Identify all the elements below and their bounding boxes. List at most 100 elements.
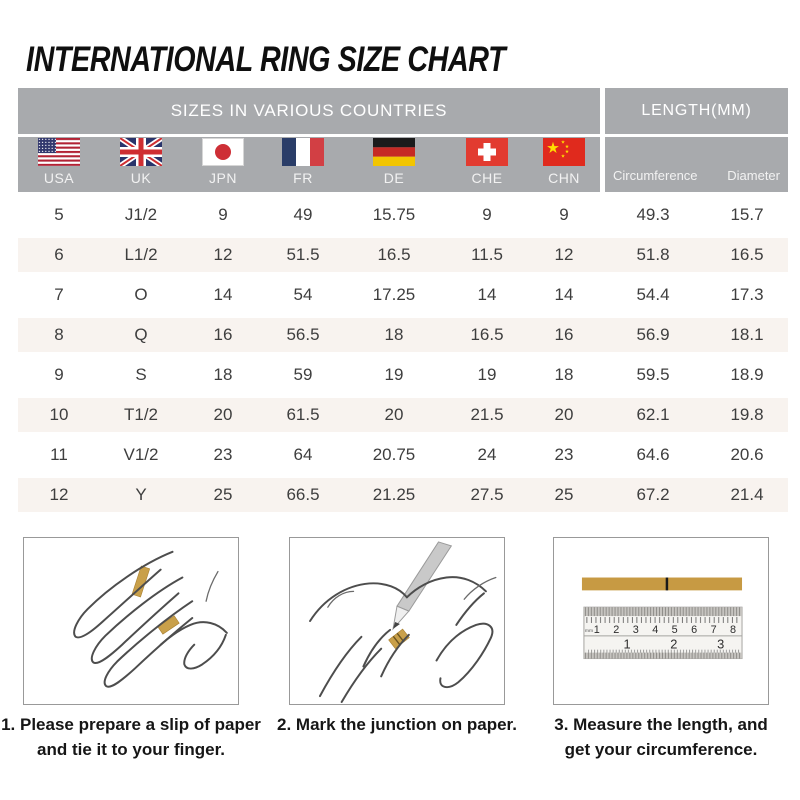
cell: 19.8: [730, 405, 764, 424]
usa-flag-icon: [38, 138, 80, 166]
table-row: 10 T1/2 20 61.5 20 21.5 20 62.1 19.8: [18, 395, 788, 435]
cell: 20: [213, 405, 233, 424]
cell: 20.75: [372, 445, 416, 464]
cell: 17.3: [730, 285, 764, 304]
cell: 9: [54, 365, 64, 384]
diameter-column-header: Diameter: [727, 168, 780, 183]
ruler-cm-scale: 1 2 3: [623, 637, 724, 652]
cell: 23: [213, 445, 233, 464]
cell: 15.7: [730, 205, 764, 224]
cell: 59: [293, 365, 313, 384]
country-code-chn: CHN: [548, 170, 580, 186]
step2-caption-line1: 2. Mark the junction on paper.: [277, 715, 517, 734]
column-chn: CHN: [528, 137, 600, 192]
table-row: 9 S 18 59 19 19 18 59.5 18.9: [18, 355, 788, 395]
column-de: DE: [342, 137, 446, 192]
cell: 25: [554, 485, 574, 504]
cell: S: [135, 365, 147, 384]
cell: 19: [384, 365, 404, 384]
cell: 14: [554, 285, 574, 304]
country-code-uk: UK: [130, 170, 152, 186]
cell: 24: [477, 445, 497, 464]
step3-caption: 3. Measure the length, and get your circ…: [530, 712, 792, 762]
uk-flag-icon: [120, 138, 162, 166]
cell: O: [134, 285, 148, 304]
cell: 21.4: [730, 485, 764, 504]
cell: 21.5: [470, 405, 504, 424]
cell: 56.9: [636, 325, 670, 344]
column-uk: UK: [100, 137, 182, 192]
country-code-de: DE: [383, 170, 405, 186]
china-flag-icon: [543, 138, 585, 166]
table-row: 5 J1/2 9 49 15.75 9 9 49.3 15.7: [18, 195, 788, 235]
cell: 64.6: [636, 445, 670, 464]
cell: 9: [218, 205, 228, 224]
country-code-jpn: JPN: [209, 170, 237, 186]
japan-flag-icon: [202, 138, 244, 166]
step3-caption-line2: get your circumference.: [564, 740, 758, 759]
cell: 12: [49, 485, 69, 504]
ruler-unit-label: mm: [585, 629, 593, 634]
cell: Q: [134, 325, 148, 344]
cell: 20: [384, 405, 404, 424]
cell: 17.25: [372, 285, 416, 304]
table-row: 11 V1/2 23 64 20.75 24 23 64.6 20.6: [18, 435, 788, 475]
cell: 20: [554, 405, 574, 424]
step1-illustration-box: [23, 537, 239, 705]
cell: 49.3: [636, 205, 670, 224]
step3-illustration-box: mm 1 2 3 4 5 6 7 8 1 2 3: [553, 537, 769, 705]
country-code-che: CHE: [471, 170, 503, 186]
cell: 51.8: [636, 245, 670, 264]
column-che: CHE: [446, 137, 528, 192]
column-jpn: JPN: [182, 137, 264, 192]
table-row: 8 Q 16 56.5 18 16.5 16 56.9 18.1: [18, 315, 788, 355]
country-flag-row: USA UK JPN: [18, 137, 600, 192]
header-left-label: SIZES IN VARIOUS COUNTRIES: [170, 101, 448, 120]
cell: 5: [54, 205, 64, 224]
cell: 19: [477, 365, 497, 384]
cell: 21.25: [372, 485, 416, 504]
cell: 15.75: [372, 205, 416, 224]
cell: 66.5: [286, 485, 320, 504]
table-row: 12 Y 25 66.5 21.25 27.5 25 67.2 21.4: [18, 475, 788, 515]
cell: 23: [554, 445, 574, 464]
step1-caption-line2: and tie it to your finger.: [37, 740, 225, 759]
ruler-measurement-illustration: mm 1 2 3 4 5 6 7 8 1 2 3: [581, 577, 743, 660]
hand-with-paper-slip-illustration: [73, 550, 228, 688]
ruler-mm-scale: 1 2 3 4 5 6 7 8: [594, 624, 736, 636]
step1-caption: 1. Please prepare a slip of paper and ti…: [0, 712, 262, 762]
step2-illustration-box: [289, 537, 505, 705]
cell: 7: [54, 285, 64, 304]
cell: 12: [554, 245, 574, 264]
length-subheaders: Circumference Diameter: [605, 137, 788, 192]
cell: 64: [293, 445, 313, 464]
cell: 16: [213, 325, 233, 344]
cell: Y: [135, 485, 147, 504]
step1-caption-line1: 1. Please prepare a slip of paper: [1, 715, 261, 734]
cell: 62.1: [636, 405, 670, 424]
mark-junction-illustration: [309, 541, 497, 704]
country-code-fr: FR: [293, 170, 313, 186]
cell: 59.5: [636, 365, 670, 384]
cell: 25: [213, 485, 233, 504]
cell: L1/2: [124, 245, 158, 264]
cell: 56.5: [286, 325, 320, 344]
cell: T1/2: [123, 405, 159, 424]
cell: 51.5: [286, 245, 320, 264]
cell: V1/2: [123, 445, 159, 464]
germany-flag-icon: [373, 138, 415, 166]
column-usa: USA: [18, 137, 100, 192]
column-fr: FR: [264, 137, 342, 192]
country-code-usa: USA: [43, 170, 75, 186]
step2-caption: 2. Mark the junction on paper.: [266, 712, 528, 737]
france-flag-icon: [282, 138, 324, 166]
step3-caption-line1: 3. Measure the length, and: [554, 715, 768, 734]
page-title: INTERNATIONAL RING SIZE CHART: [26, 40, 506, 79]
header-right-label: LENGTH(MM): [641, 102, 752, 119]
cell: 16.5: [730, 245, 764, 264]
header-sizes-in-various-countries: SIZES IN VARIOUS COUNTRIES: [18, 88, 600, 134]
cell: 49: [293, 205, 313, 224]
cell: 61.5: [286, 405, 320, 424]
cell: 9: [559, 205, 569, 224]
